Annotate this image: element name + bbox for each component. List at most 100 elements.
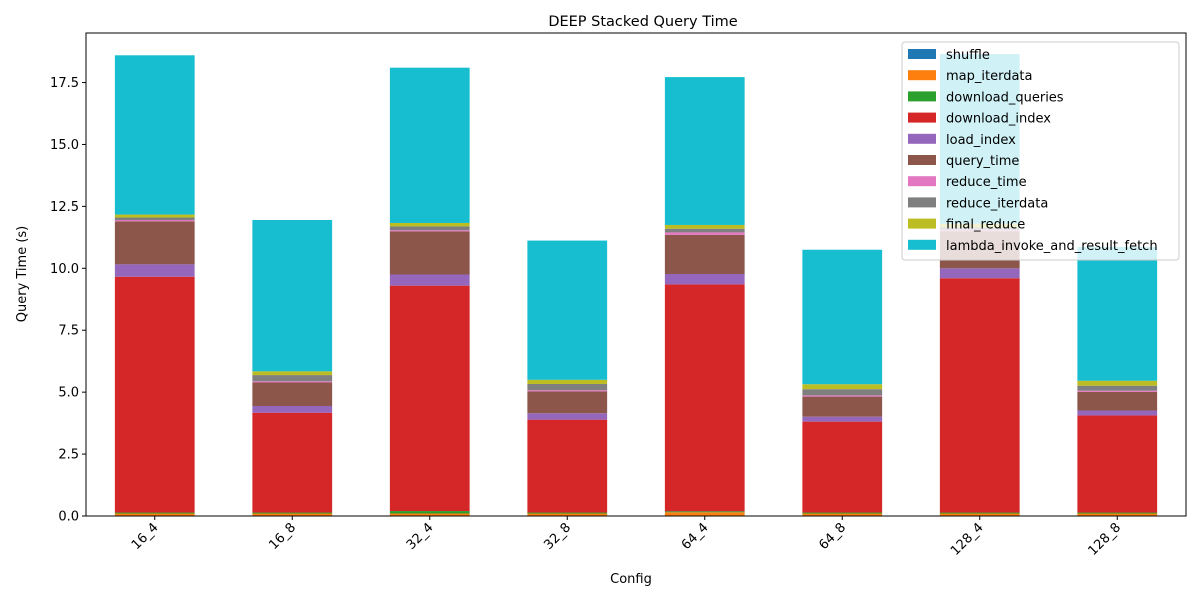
chart-title: DEEP Stacked Query Time (548, 14, 737, 30)
legend-swatch (908, 91, 936, 102)
bar-segment-download-index-16-4 (114, 276, 195, 513)
legend-label: final_reduce (946, 218, 1025, 233)
legend: shuffle map_iterdata download_queriesdownl… (901, 41, 1180, 261)
bar-segment-load-index-16-4 (114, 264, 195, 277)
bar-segment-download-queries-64-4 (664, 511, 745, 513)
bar-segment-map-iterdata-16-4 (114, 513, 195, 516)
bar-segment-query-time-128-8 (1077, 391, 1158, 411)
bar-segment-load-index-32-4 (389, 274, 470, 286)
bar-segment-load-index-64-8 (802, 416, 883, 422)
bar-segment-reduce-time-32-8 (527, 390, 608, 392)
legend-box (901, 41, 1180, 261)
y-tick-label: 17.5 (50, 76, 79, 91)
y-tick-label: 10.0 (50, 262, 79, 277)
bar-segment-download-queries-64-8 (802, 512, 883, 514)
bar-segment-lambda-invoke-and-result-fetch-32-8 (527, 240, 608, 380)
bar-segment-map-iterdata-32-8 (527, 513, 608, 516)
legend-swatch (908, 155, 936, 165)
bar-segment-load-index-16-8 (252, 406, 333, 413)
legend-swatch (908, 176, 936, 187)
bar-segment-load-index-32-8 (527, 413, 608, 420)
bar-segment-lambda-invoke-and-result-fetch-128-8 (1077, 247, 1158, 381)
bar-segment-lambda-invoke-and-result-fetch-64-4 (664, 77, 745, 225)
y-tick-label: 15.0 (50, 138, 79, 153)
bar-segment-reduce-iterdata-64-8 (802, 389, 883, 396)
bar-segment-download-queries-16-4 (114, 512, 195, 514)
bar-segment-reduce-time-128-8 (1077, 390, 1158, 392)
bar-segment-download-queries-32-8 (527, 512, 608, 514)
legend-swatch (908, 239, 936, 250)
bar-segment-query-time-16-8 (252, 382, 333, 407)
bar-segment-reduce-iterdata-128-8 (1077, 385, 1158, 391)
legend-label: map_iterdata (946, 69, 1033, 84)
bar-segment-final-reduce-64-8 (802, 384, 883, 390)
legend-label: download_index (946, 112, 1051, 127)
bar-segment-final-reduce-32-4 (389, 222, 470, 227)
legend-label: load_index (946, 133, 1016, 148)
legend-label: query_time (946, 154, 1019, 169)
bar-segment-map-iterdata-128-4 (939, 513, 1020, 516)
x-axis-label: Config (610, 572, 652, 587)
legend-swatch (908, 49, 936, 59)
bar-segment-reduce-time-16-4 (114, 220, 195, 222)
bar-segment-map-iterdata-64-8 (802, 513, 883, 516)
bar-segment-load-index-128-4 (939, 268, 1020, 279)
y-tick-label: 12.5 (50, 200, 79, 215)
bar-segment-final-reduce-16-4 (114, 214, 195, 218)
bar-segment-query-time-16-4 (114, 221, 195, 265)
bar-segment-load-index-64-4 (664, 274, 745, 285)
bar-segment-map-iterdata-32-4 (389, 513, 470, 516)
y-tick-label: 7.5 (58, 324, 79, 339)
bar-segment-lambda-invoke-and-result-fetch-16-8 (252, 220, 333, 372)
bar-segment-lambda-invoke-and-result-fetch-16-4 (114, 55, 195, 215)
bar-segment-load-index-128-8 (1077, 410, 1158, 416)
legend-label: shuffle (946, 48, 990, 63)
legend-swatch (908, 197, 936, 208)
bar-segment-reduce-time-16-8 (252, 381, 333, 383)
legend-label: lambda_invoke_and_result_fetch (946, 239, 1158, 254)
legend-swatch (908, 112, 936, 123)
bar-segment-download-queries-128-4 (939, 512, 1020, 514)
plot-frame (85, 32, 1187, 517)
legend-label: reduce_time (946, 175, 1027, 190)
y-tick-label: 5.0 (58, 386, 79, 401)
legend-swatch (908, 70, 936, 81)
bar-segment-reduce-iterdata-64-4 (664, 228, 745, 233)
bar-segment-reduce-iterdata-32-4 (389, 226, 470, 231)
y-axis: 0.0 2.5 5.0 7.5 10.0 12.5 15.0 17.5 (50, 76, 86, 525)
bar-segment-map-iterdata-64-4 (664, 512, 745, 516)
bar-segment-download-index-64-4 (664, 284, 745, 512)
legend-swatch (908, 218, 936, 229)
bar-segment-reduce-iterdata-16-4 (114, 217, 195, 221)
bar-segment-reduce-time-32-4 (389, 230, 470, 232)
bar-segment-query-time-32-8 (527, 391, 608, 414)
y-tick-label: 2.5 (58, 448, 79, 463)
bar-segment-download-queries-128-8 (1077, 512, 1158, 514)
bar-segment-download-index-128-4 (939, 278, 1020, 513)
bars-group (114, 54, 1158, 516)
bar-segment-download-index-64-8 (802, 421, 883, 513)
bar-segment-final-reduce-16-8 (252, 371, 333, 376)
bar-segment-download-index-128-8 (1077, 415, 1158, 513)
bar-segment-query-time-32-4 (389, 231, 470, 275)
bar-segment-lambda-invoke-and-result-fetch-64-8 (802, 249, 883, 385)
bar-segment-download-queries-32-4 (389, 511, 470, 514)
legend-swatch (908, 133, 936, 144)
bar-segment-map-iterdata-128-8 (1077, 513, 1158, 516)
bar-segment-reduce-iterdata-16-8 (252, 375, 333, 382)
bar-segment-download-index-32-8 (527, 419, 608, 513)
bar-segment-lambda-invoke-and-result-fetch-32-4 (389, 67, 470, 223)
bar-segment-download-index-16-8 (252, 412, 333, 513)
bar-segment-reduce-time-64-8 (802, 395, 883, 397)
bar-segment-final-reduce-64-4 (664, 224, 745, 229)
bar-segment-map-iterdata-16-8 (252, 513, 333, 516)
bar-segment-reduce-time-64-4 (664, 232, 745, 235)
bar-segment-final-reduce-32-8 (527, 379, 608, 384)
legend-label: download_queries (946, 90, 1064, 105)
bar-segment-reduce-iterdata-32-8 (527, 383, 608, 391)
y-tick-label: 0.0 (58, 510, 79, 525)
bar-segment-download-index-32-4 (389, 285, 470, 512)
bar-segment-download-queries-16-8 (252, 512, 333, 514)
y-axis-label: Query Time (s) (15, 226, 30, 323)
